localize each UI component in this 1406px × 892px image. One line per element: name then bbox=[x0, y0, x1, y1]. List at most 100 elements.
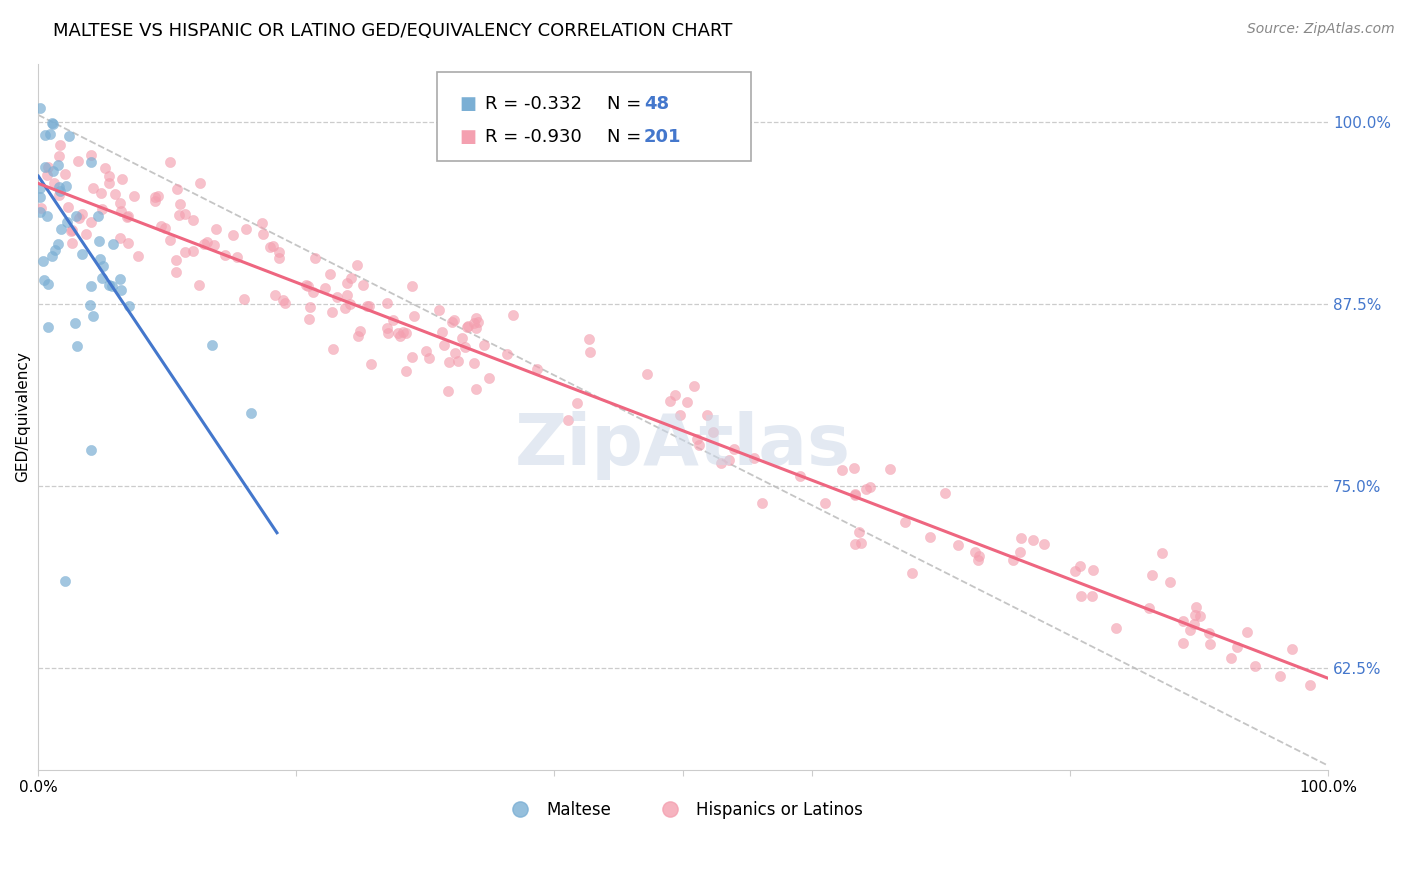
Point bbox=[188, 277, 211, 292]
Point bbox=[143, 189, 166, 203]
Point bbox=[297, 312, 319, 326]
Point bbox=[418, 351, 440, 366]
Point bbox=[696, 408, 718, 422]
Point bbox=[1184, 600, 1206, 615]
Point bbox=[360, 358, 382, 372]
Point bbox=[1081, 589, 1104, 603]
Text: R = -0.332: R = -0.332 bbox=[485, 95, 582, 113]
Point bbox=[63, 316, 86, 330]
Point bbox=[879, 462, 901, 476]
Point bbox=[710, 457, 733, 471]
Point bbox=[1152, 546, 1174, 560]
Point bbox=[174, 207, 197, 221]
Point bbox=[274, 296, 297, 310]
Point bbox=[181, 244, 204, 259]
Point bbox=[813, 495, 835, 509]
Point bbox=[789, 469, 811, 483]
Point bbox=[298, 300, 321, 314]
Point bbox=[1070, 589, 1092, 603]
Point bbox=[56, 215, 79, 229]
Point bbox=[48, 236, 70, 251]
Point bbox=[339, 271, 361, 285]
Point bbox=[127, 249, 149, 263]
Point bbox=[67, 211, 90, 226]
Point bbox=[346, 258, 368, 272]
Point bbox=[235, 221, 257, 235]
Point bbox=[465, 320, 488, 334]
Point bbox=[153, 220, 176, 235]
Point bbox=[53, 574, 76, 588]
Point bbox=[686, 432, 709, 446]
Point bbox=[297, 279, 319, 293]
Point bbox=[314, 281, 336, 295]
Point bbox=[259, 240, 281, 254]
Point bbox=[478, 371, 501, 385]
Point bbox=[842, 461, 865, 475]
Point bbox=[447, 353, 470, 368]
Point bbox=[415, 343, 437, 358]
Point bbox=[322, 342, 344, 356]
Point bbox=[41, 249, 63, 263]
Point bbox=[48, 138, 70, 153]
Point bbox=[89, 234, 111, 248]
Point bbox=[80, 215, 103, 229]
Point bbox=[93, 259, 115, 273]
Point bbox=[1140, 567, 1163, 582]
Point bbox=[49, 184, 72, 198]
Point bbox=[117, 209, 139, 223]
Point bbox=[110, 230, 132, 244]
Point bbox=[48, 180, 70, 194]
Point bbox=[48, 188, 70, 202]
Point bbox=[233, 292, 256, 306]
Point bbox=[1083, 563, 1105, 577]
Point bbox=[159, 155, 181, 169]
Point bbox=[1022, 533, 1045, 548]
Point bbox=[339, 297, 361, 311]
Point bbox=[110, 204, 132, 219]
Point bbox=[80, 154, 103, 169]
Point bbox=[565, 395, 588, 409]
Point bbox=[859, 480, 882, 494]
Point bbox=[79, 298, 101, 312]
Point bbox=[456, 320, 478, 334]
Point bbox=[349, 324, 371, 338]
Point bbox=[89, 252, 111, 266]
Text: N =: N = bbox=[607, 128, 647, 145]
Point bbox=[855, 482, 877, 496]
Point bbox=[98, 277, 121, 292]
Point bbox=[166, 181, 188, 195]
Point bbox=[30, 201, 52, 215]
Point bbox=[115, 210, 138, 224]
Point bbox=[432, 325, 454, 339]
Point bbox=[82, 310, 104, 324]
Point bbox=[37, 320, 59, 334]
Point bbox=[58, 129, 80, 144]
Point bbox=[165, 265, 187, 279]
Point bbox=[204, 221, 226, 235]
Point bbox=[44, 243, 66, 257]
Point bbox=[91, 202, 114, 216]
Point bbox=[1182, 616, 1205, 631]
Point bbox=[34, 161, 56, 175]
Point bbox=[918, 530, 941, 544]
Point bbox=[1184, 608, 1206, 623]
Point bbox=[1220, 651, 1243, 665]
Point bbox=[1198, 637, 1220, 651]
Point bbox=[60, 224, 83, 238]
Point bbox=[429, 302, 451, 317]
Point bbox=[66, 339, 89, 353]
Point bbox=[1105, 621, 1128, 635]
Point bbox=[702, 425, 724, 440]
Point bbox=[42, 177, 65, 191]
Point bbox=[375, 295, 398, 310]
Point bbox=[658, 394, 681, 409]
Point bbox=[193, 237, 215, 252]
Point bbox=[240, 406, 263, 420]
Point bbox=[444, 345, 467, 359]
Point bbox=[844, 488, 866, 502]
Text: ■: ■ bbox=[460, 128, 477, 145]
Point bbox=[55, 178, 77, 193]
Text: ZipAtlas: ZipAtlas bbox=[515, 411, 851, 480]
Point bbox=[117, 299, 139, 313]
Point bbox=[437, 384, 460, 398]
